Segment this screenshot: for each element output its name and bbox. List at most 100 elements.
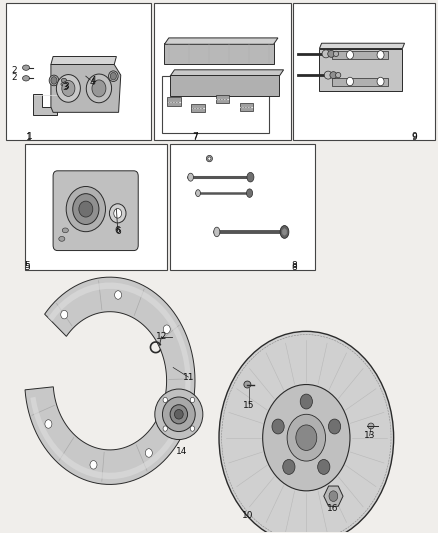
Circle shape bbox=[272, 419, 284, 434]
Circle shape bbox=[318, 459, 330, 474]
Circle shape bbox=[287, 414, 325, 461]
Polygon shape bbox=[51, 64, 121, 112]
Polygon shape bbox=[30, 282, 191, 479]
Circle shape bbox=[346, 77, 353, 86]
Circle shape bbox=[163, 397, 167, 402]
Bar bbox=[332, 51, 389, 59]
Polygon shape bbox=[170, 70, 284, 76]
Ellipse shape bbox=[247, 172, 254, 182]
Text: 2: 2 bbox=[12, 67, 18, 75]
Text: 10: 10 bbox=[242, 511, 253, 520]
Ellipse shape bbox=[214, 227, 220, 237]
Ellipse shape bbox=[330, 71, 337, 78]
Ellipse shape bbox=[59, 237, 65, 241]
Ellipse shape bbox=[162, 397, 195, 432]
Ellipse shape bbox=[333, 51, 339, 56]
Bar bbox=[154, 3, 291, 140]
Ellipse shape bbox=[73, 193, 99, 224]
Ellipse shape bbox=[79, 201, 93, 217]
Circle shape bbox=[377, 51, 384, 59]
Polygon shape bbox=[167, 98, 180, 106]
Bar bbox=[170, 144, 315, 270]
Circle shape bbox=[176, 392, 183, 400]
Bar bbox=[25, 144, 167, 270]
Ellipse shape bbox=[92, 80, 106, 97]
Circle shape bbox=[296, 425, 317, 450]
Ellipse shape bbox=[196, 190, 201, 197]
Bar bbox=[170, 75, 279, 96]
Ellipse shape bbox=[174, 409, 183, 419]
Text: 7: 7 bbox=[192, 133, 198, 142]
Ellipse shape bbox=[49, 75, 59, 86]
Bar bbox=[319, 49, 403, 91]
Ellipse shape bbox=[61, 78, 67, 83]
Ellipse shape bbox=[283, 229, 287, 235]
Ellipse shape bbox=[66, 187, 106, 232]
Ellipse shape bbox=[328, 51, 335, 58]
Text: 6: 6 bbox=[115, 226, 120, 235]
Circle shape bbox=[328, 419, 341, 434]
Ellipse shape bbox=[247, 189, 253, 197]
Text: 9: 9 bbox=[412, 133, 417, 142]
Ellipse shape bbox=[22, 65, 29, 70]
Ellipse shape bbox=[61, 82, 67, 86]
FancyBboxPatch shape bbox=[53, 171, 138, 251]
Ellipse shape bbox=[322, 50, 330, 58]
Text: 9: 9 bbox=[412, 132, 417, 141]
Circle shape bbox=[283, 459, 295, 474]
Circle shape bbox=[190, 426, 194, 431]
Ellipse shape bbox=[110, 204, 126, 223]
Circle shape bbox=[190, 397, 194, 402]
Text: 8: 8 bbox=[292, 262, 297, 270]
Polygon shape bbox=[164, 38, 278, 44]
Ellipse shape bbox=[336, 72, 341, 78]
Text: 15: 15 bbox=[243, 401, 254, 410]
Ellipse shape bbox=[57, 75, 80, 102]
Polygon shape bbox=[33, 94, 57, 115]
Text: 2: 2 bbox=[12, 73, 18, 82]
Circle shape bbox=[346, 51, 353, 59]
Text: 14: 14 bbox=[176, 447, 187, 456]
Text: 1: 1 bbox=[27, 132, 33, 141]
Polygon shape bbox=[25, 277, 195, 484]
Circle shape bbox=[115, 290, 122, 299]
Circle shape bbox=[90, 461, 97, 469]
Bar bbox=[293, 3, 435, 140]
Text: 4: 4 bbox=[90, 76, 96, 85]
Polygon shape bbox=[51, 56, 117, 64]
Text: 3: 3 bbox=[64, 82, 69, 91]
Ellipse shape bbox=[86, 74, 112, 103]
Text: 5: 5 bbox=[24, 263, 30, 272]
Text: 3: 3 bbox=[63, 83, 68, 92]
Ellipse shape bbox=[114, 208, 122, 218]
Circle shape bbox=[377, 77, 384, 86]
Text: 16: 16 bbox=[327, 504, 338, 513]
Circle shape bbox=[219, 332, 394, 533]
Circle shape bbox=[300, 394, 312, 409]
Bar bbox=[332, 78, 389, 86]
Text: 8: 8 bbox=[291, 263, 297, 272]
Ellipse shape bbox=[206, 156, 212, 162]
Circle shape bbox=[61, 310, 68, 319]
Ellipse shape bbox=[155, 389, 203, 440]
Circle shape bbox=[145, 449, 152, 457]
Polygon shape bbox=[319, 43, 405, 49]
Ellipse shape bbox=[244, 381, 251, 388]
Ellipse shape bbox=[188, 173, 194, 181]
Text: 11: 11 bbox=[183, 373, 194, 382]
Text: 6: 6 bbox=[116, 228, 121, 237]
Text: 5: 5 bbox=[24, 262, 30, 270]
Text: 12: 12 bbox=[155, 332, 167, 341]
Circle shape bbox=[110, 72, 117, 80]
Bar bbox=[162, 76, 269, 133]
Text: 1: 1 bbox=[26, 133, 32, 142]
Circle shape bbox=[163, 426, 167, 431]
Circle shape bbox=[263, 384, 350, 491]
Polygon shape bbox=[215, 95, 229, 103]
Ellipse shape bbox=[170, 405, 187, 424]
Polygon shape bbox=[240, 103, 253, 111]
Ellipse shape bbox=[22, 76, 29, 81]
Circle shape bbox=[163, 325, 170, 334]
Circle shape bbox=[51, 77, 57, 84]
Ellipse shape bbox=[62, 228, 68, 233]
